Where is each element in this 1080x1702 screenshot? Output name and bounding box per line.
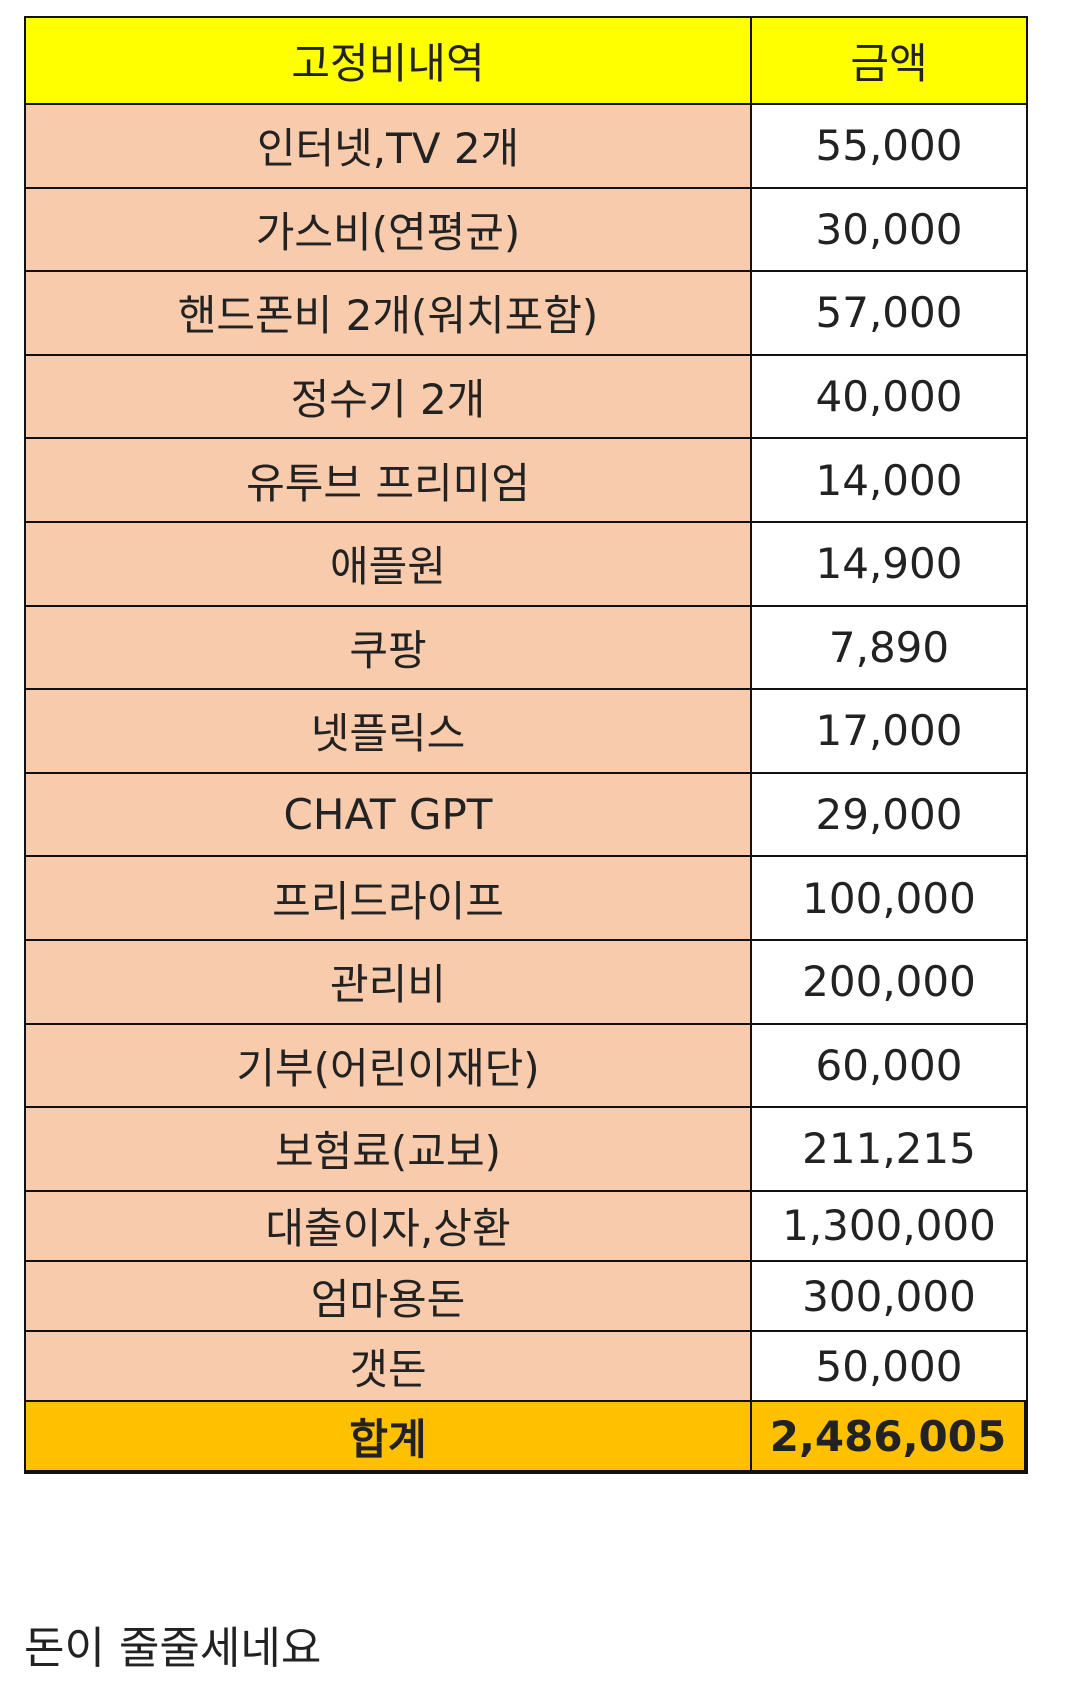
item-cell: 기부(어린이재단) xyxy=(24,1024,752,1109)
amount-cell: 29,000 xyxy=(752,773,1028,858)
amount-cell: 200,000 xyxy=(752,941,1028,1025)
item-cell: 갯돈 xyxy=(24,1332,752,1403)
amount-cell: 17,000 xyxy=(752,690,1028,774)
caption: 돈이 줄줄세네요 xyxy=(24,1623,322,1674)
item-cell: 보험료(교보) xyxy=(24,1108,752,1192)
item-cell: 핸드폰비 2개(워치포함) xyxy=(24,272,752,356)
total-label: 합계 xyxy=(24,1402,752,1475)
item-cell: CHAT GPT xyxy=(24,773,752,858)
item-cell: 정수기 2개 xyxy=(24,355,752,440)
amount-cell: 14,000 xyxy=(752,439,1028,523)
item-cell: 인터넷,TV 2개 xyxy=(24,105,752,189)
amount-cell: 1,300,000 xyxy=(752,1191,1028,1262)
total-amount: 2,486,005 xyxy=(752,1402,1028,1475)
amount-cell: 14,900 xyxy=(752,523,1028,607)
header-cell: 고정비내역 xyxy=(24,16,752,105)
amount-cell: 40,000 xyxy=(752,355,1028,440)
item-cell: 프리드라이프 xyxy=(24,857,752,941)
item-cell: 관리비 xyxy=(24,941,752,1025)
amount-cell: 100,000 xyxy=(752,857,1028,941)
amount-cell: 7,890 xyxy=(752,606,1028,691)
amount-cell: 60,000 xyxy=(752,1024,1028,1109)
amount-cell: 300,000 xyxy=(752,1262,1028,1333)
amount-cell: 57,000 xyxy=(752,272,1028,356)
item-cell: 대출이자,상환 xyxy=(24,1191,752,1262)
header-cell: 금액 xyxy=(752,16,1028,105)
item-cell: 유투브 프리미엄 xyxy=(24,439,752,523)
item-cell: 엄마용돈 xyxy=(24,1262,752,1333)
amount-cell: 55,000 xyxy=(752,105,1028,189)
amount-cell: 50,000 xyxy=(752,1332,1028,1403)
item-cell: 가스비(연평균) xyxy=(24,188,752,273)
amount-cell: 211,215 xyxy=(752,1108,1028,1192)
item-cell: 넷플릭스 xyxy=(24,690,752,774)
item-cell: 애플원 xyxy=(24,523,752,607)
item-cell: 쿠팡 xyxy=(24,606,752,691)
amount-cell: 30,000 xyxy=(752,188,1028,273)
